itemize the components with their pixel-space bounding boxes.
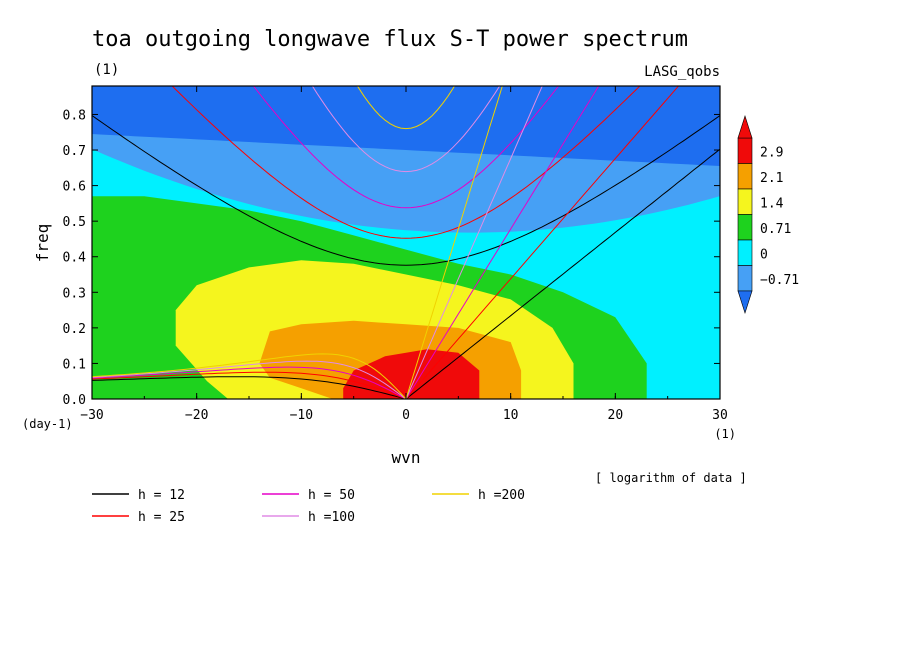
dispersion-kelvin-h12 [405,148,720,399]
dispersion-ig-h100 [311,86,501,173]
dispersion-rossby-h12 [92,376,407,399]
legend-label: h = 25 [138,510,185,525]
x-tick-label: 10 [503,408,519,423]
y-tick-label: 0.3 [63,286,86,301]
colorbar-label: 0 [760,248,768,263]
dispersion-curves [92,86,720,399]
contour-fills [92,86,720,399]
x-axis: −30 −20 −10 0 10 20 30 [80,86,728,423]
x-tick-label: −20 [185,408,208,423]
y-tick-label: 0.7 [63,144,86,159]
colorbar-segment [737,214,753,241]
colorbar-note: [ logarithm of data ] [595,471,747,485]
colorbar-top-arrow [737,115,753,139]
colorbar-segment [737,137,753,164]
y-axis-unit: (day-1) [22,417,73,431]
y-tick-label: 0.0 [63,393,86,408]
dispersion-rossby-h200 [92,353,407,399]
legend-label: h = 50 [308,488,355,503]
y-tick-label: 0.6 [63,180,86,195]
legend-label: h =100 [308,510,355,525]
colorbar-bottom-arrow [737,290,753,314]
y-tick-label: 0.1 [63,357,86,372]
y-tick-label: 0.4 [63,251,87,266]
dispersion-rossby-h100 [92,360,407,399]
y-axis-label: freq [33,224,52,263]
dispersion-ig-h25 [171,86,641,239]
dispersion-rossby-h25 [92,371,407,399]
colorbar-segment [737,239,753,266]
x-tick-label: −10 [290,408,313,423]
colorbar-label: 2.1 [760,171,783,186]
colorbar-label: −0.71 [760,273,799,288]
dispersion-kelvin-h100 [405,86,543,399]
contour-region-2.9 [343,349,480,399]
colorbar-segment [737,188,753,215]
dispersion-ig-h50 [252,86,560,209]
dispersion-kelvin-h50 [405,86,600,399]
x-axis-label: wvn [392,448,421,467]
colorbar: 2.9 2.1 1.4 0.71 0 −0.71 [737,115,799,314]
colorbar-label: 0.71 [760,222,791,237]
y-tick-label: 0.2 [63,322,86,337]
legend-label: h =200 [478,488,525,503]
dispersion-ig-h200 [356,86,456,130]
x-axis-unit: (1) [714,427,736,441]
x-tick-label: 0 [402,408,410,423]
y-tick-label: 0.5 [63,215,86,230]
colorbar-label: 1.4 [760,197,784,212]
legend-label: h = 12 [138,488,185,503]
colorbar-label: 2.9 [760,146,783,161]
y-tick-label: 0.8 [63,108,86,123]
legend: h = 12 h = 25 h = 50 h =100 h =200 [92,488,525,525]
plot-area [92,86,720,399]
colorbar-segment [737,163,753,190]
source-label: LASG_qobs [644,64,720,80]
y-axis: 0.0 0.1 0.2 0.3 0.4 0.5 0.6 0.7 0.8 [63,108,720,408]
chart-title: toa outgoing longwave flux S-T power spe… [92,27,688,52]
x-tick-label: 20 [608,408,624,423]
chart-units-top: (1) [94,62,119,78]
x-tick-label: 30 [712,408,728,423]
colorbar-segment [737,265,753,292]
dispersion-rossby-h50 [92,366,407,399]
dispersion-kelvin-h200 [405,86,503,399]
dispersion-kelvin-h25 [405,86,680,399]
dispersion-ig-h12 [92,115,720,266]
x-tick-label: −30 [80,408,103,423]
